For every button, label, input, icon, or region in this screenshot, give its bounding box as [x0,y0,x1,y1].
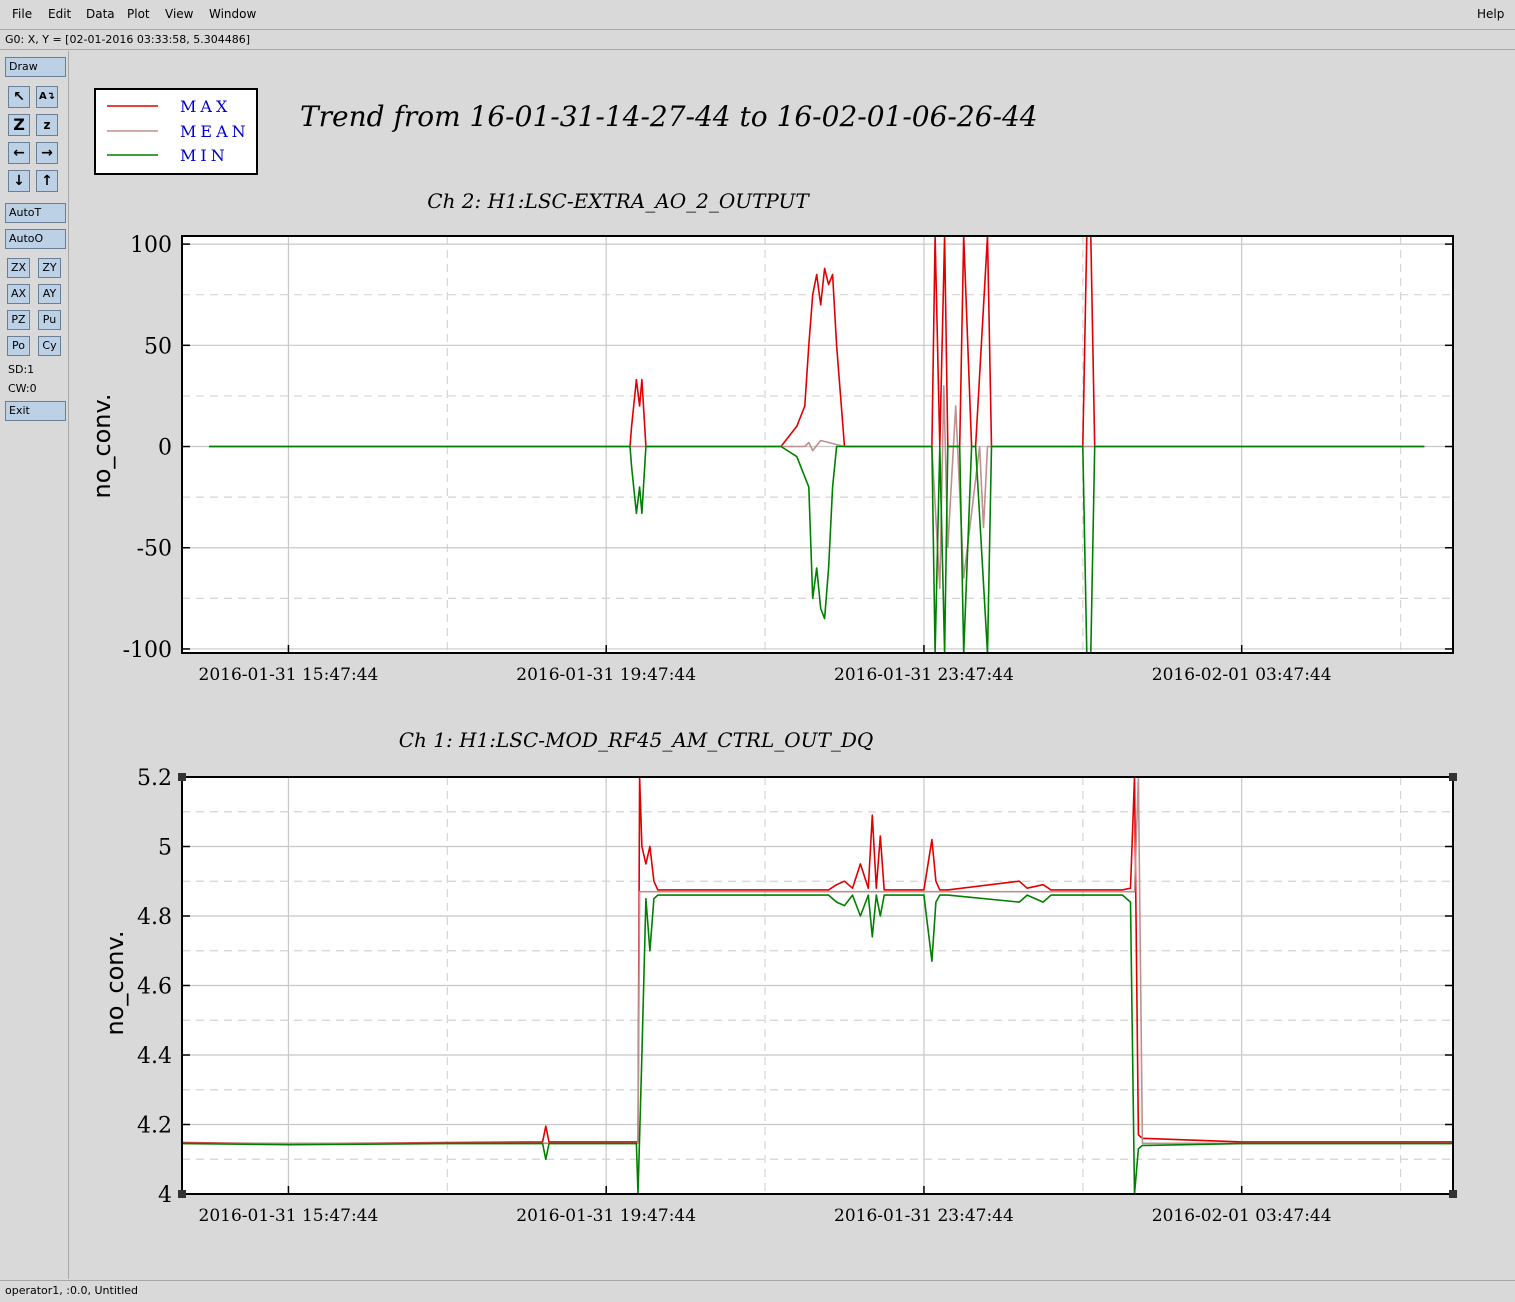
chart-ch1-ylabel: no_conv. [101,931,129,1036]
sd-label: SD:1 [8,363,35,376]
exit-button[interactable]: Exit [5,401,66,421]
y-tick-label: 100 [130,233,172,258]
y-tick-label: 4.6 [137,975,172,1000]
zoom-in-icon[interactable]: ↖ [8,86,30,108]
chart-ch2-ylabel: no_conv. [88,394,116,499]
selection-handle-bl[interactable] [178,1190,186,1198]
legend: MAX MEAN MIN [94,88,258,175]
chart-ch1-title: Ch 1: H1:LSC-MOD_RF45_AM_CTRL_OUT_DQ [399,728,874,752]
x-tick-label: 2016-02-01 03:47:44 [1152,1206,1332,1226]
menu-window[interactable]: Window [209,7,257,21]
y-tick-label: -100 [123,638,172,663]
series-min-line [209,445,1425,654]
chart-ch2-frame [181,235,1454,654]
y-tick-label: 0 [158,436,172,461]
y-tick-label: 5 [158,836,172,861]
zx-button[interactable]: ZX [7,258,30,278]
pu-button[interactable]: Pu [38,310,61,330]
autot-button[interactable]: AutoT [5,203,66,223]
chart-ch2-ticks: 100 50 0 -50 -100 2016-01-31 15:47:44 2016-01-… [123,233,1453,685]
pz-button[interactable]: PZ [7,310,30,330]
y-tick-label: 50 [144,334,172,359]
selection-handle-tl[interactable] [178,773,186,781]
y-tick-label: 4.2 [137,1114,172,1139]
selection-handle-br[interactable] [1449,1190,1457,1198]
menu-view[interactable]: View [165,7,194,21]
menu-plot[interactable]: Plot [127,7,150,21]
chart-ch1[interactable]: Ch 1: H1:LSC-MOD_RF45_AM_CTRL_OUT_DQ no_… [101,728,1457,1226]
legend-label-max: MAX [180,97,231,116]
po-button[interactable]: Po [7,336,30,356]
zoom-small-icon[interactable]: z [36,114,58,136]
y-tick-label: 4.8 [137,905,172,930]
pan-left-icon[interactable]: ← [8,142,30,164]
chart-ch2-title: Ch 2: H1:LSC-EXTRA_AO_2_OUTPUT [427,189,810,213]
autoo-button[interactable]: AutoO [5,229,66,249]
chart-ch2-grid [182,236,1453,653]
chart-ch1-series [181,776,1453,1195]
x-tick-label: 2016-01-31 19:47:44 [516,1206,696,1226]
menu-bar: File Edit Data Plot View Window Help [0,0,1515,30]
coordinate-readout: G0: X, Y = [02-01-2016 03:33:58, 5.30448… [0,31,1515,50]
y-tick-label: 5.2 [137,766,172,791]
cw-label: CW:0 [8,382,37,395]
series-mean-line [182,776,1453,1145]
selection-handle-tr[interactable] [1449,773,1457,781]
x-tick-label: 2016-02-01 03:47:44 [1152,665,1332,685]
menu-data[interactable]: Data [86,7,115,21]
x-tick-label: 2016-01-31 15:47:44 [199,1206,379,1226]
zoom-out-icon[interactable]: Z [8,114,30,136]
y-tick-label: 4 [158,1183,172,1208]
x-tick-label: 2016-01-31 19:47:44 [516,665,696,685]
auto-scale-icon[interactable]: A↴ [36,86,58,108]
trend-plots[interactable]: MAX MEAN MIN Trend from 16-01-31-14-27-4… [70,51,1515,1279]
tool-panel: Draw ↖ A↴ Z z ← → ↓ ↑ AutoT AutoO ZX ZY … [0,51,69,1279]
chart-ch2[interactable]: Ch 2: H1:LSC-EXTRA_AO_2_OUTPUT no_conv. … [88,189,1454,685]
chart-ch2-series [209,235,1425,654]
x-tick-label: 2016-01-31 15:47:44 [199,665,379,685]
pan-down-icon[interactable]: ↓ [8,170,30,192]
x-tick-label: 2016-01-31 23:47:44 [834,1206,1014,1226]
legend-label-min: MIN [180,146,229,165]
ay-button[interactable]: AY [38,284,61,304]
menu-help[interactable]: Help [1477,7,1505,21]
draw-button[interactable]: Draw [5,57,66,77]
main-title: Trend from 16-01-31-14-27-44 to 16-02-01… [300,100,1038,133]
x-tick-label: 2016-01-31 23:47:44 [834,665,1014,685]
pan-up-icon[interactable]: ↑ [36,170,58,192]
ax-button[interactable]: AX [7,284,30,304]
cy-button[interactable]: Cy [38,336,61,356]
series-max-line [209,235,1425,448]
pan-right-icon[interactable]: → [36,142,58,164]
y-tick-label: -50 [137,537,172,562]
menu-edit[interactable]: Edit [48,7,72,21]
series-min-line [181,894,1453,1195]
plot-area: MAX MEAN MIN Trend from 16-01-31-14-27-4… [70,51,1515,1279]
series-mean-line [209,384,1425,590]
zy-button[interactable]: ZY [38,258,61,278]
legend-label-mean: MEAN [180,122,250,141]
chart-ch1-ticks: 5.2 5 4.8 4.6 4.4 4.2 4 2016-01-31 15:47:44 2016… [137,766,1453,1226]
y-tick-label: 4.4 [137,1044,172,1069]
series-max-line [181,776,1453,1145]
menu-file[interactable]: File [12,7,33,21]
status-bar: operator1, :0.0, Untitled [0,1280,1515,1302]
